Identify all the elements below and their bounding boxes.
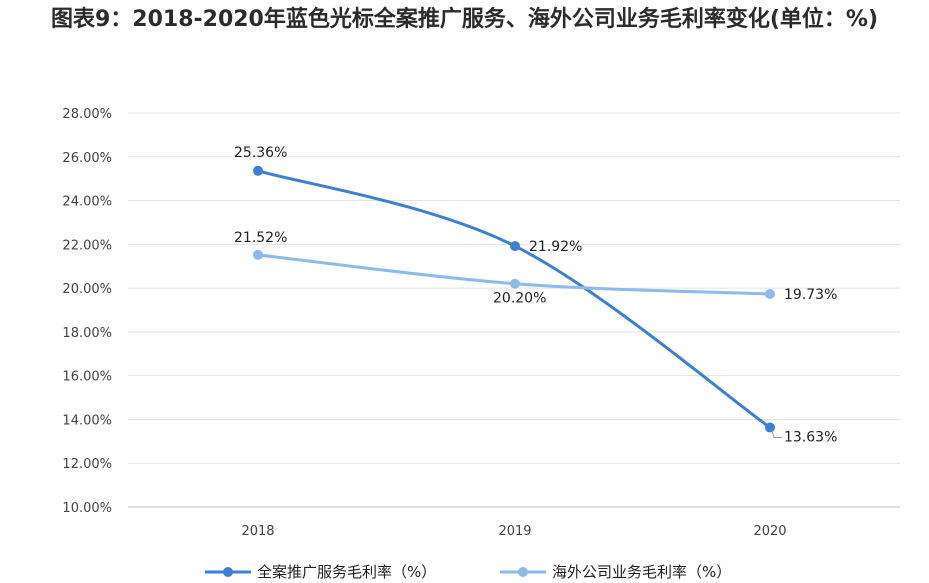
legend-label: 海外公司业务毛利率（%） — [552, 563, 731, 581]
y-tick-label: 28.00% — [62, 107, 112, 122]
data-label: 25.36% — [234, 145, 287, 161]
y-tick-label: 14.00% — [62, 413, 112, 428]
data-point — [510, 278, 520, 289]
data-label: 19.73% — [784, 287, 837, 303]
chart-title: 图表9：2018-2020年蓝色光标全案推广服务、海外公司业务毛利率变化(单位：… — [50, 7, 879, 32]
data-point — [765, 422, 775, 433]
y-tick-label: 16.00% — [62, 370, 112, 385]
y-tick-label: 10.00% — [62, 501, 112, 516]
y-tick-label: 26.00% — [62, 151, 112, 166]
legend-swatch-marker — [518, 567, 528, 577]
data-point — [765, 289, 775, 300]
data-point — [253, 165, 263, 176]
data-point — [510, 241, 520, 252]
data-label: 20.20% — [493, 291, 546, 307]
x-tick-label: 2019 — [498, 524, 531, 539]
y-tick-label: 22.00% — [62, 238, 112, 253]
legend-swatch-marker — [223, 567, 233, 577]
y-tick-label: 20.00% — [62, 282, 112, 297]
data-label: 21.92% — [529, 239, 582, 255]
y-tick-label: 12.00% — [62, 457, 112, 472]
data-point — [253, 249, 263, 260]
data-label: 13.63% — [784, 430, 837, 446]
legend-label: 全案推广服务毛利率（%） — [257, 563, 436, 581]
y-tick-label: 24.00% — [62, 195, 112, 210]
y-tick-label: 18.00% — [62, 326, 112, 341]
x-tick-label: 2018 — [241, 524, 274, 539]
label-leader-line — [771, 430, 782, 439]
data-label: 21.52% — [234, 230, 287, 246]
x-tick-label: 2020 — [753, 524, 786, 539]
